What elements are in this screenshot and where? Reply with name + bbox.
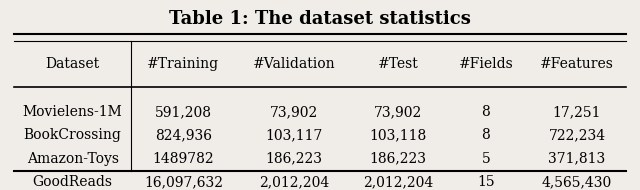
Text: 73,902: 73,902 xyxy=(374,105,422,119)
Text: 8: 8 xyxy=(481,128,490,142)
Text: Table 1: The dataset statistics: Table 1: The dataset statistics xyxy=(169,10,471,28)
Text: Movielens-1M: Movielens-1M xyxy=(23,105,123,119)
Text: 4,565,430: 4,565,430 xyxy=(542,175,612,189)
Text: #Features: #Features xyxy=(540,57,614,71)
Text: BookCrossing: BookCrossing xyxy=(24,128,122,142)
Text: 186,223: 186,223 xyxy=(266,152,323,166)
Text: 5: 5 xyxy=(481,152,490,166)
Text: 103,117: 103,117 xyxy=(266,128,323,142)
Text: 16,097,632: 16,097,632 xyxy=(144,175,223,189)
Text: 186,223: 186,223 xyxy=(369,152,427,166)
Text: 824,936: 824,936 xyxy=(155,128,212,142)
Text: 15: 15 xyxy=(477,175,495,189)
Text: #Test: #Test xyxy=(378,57,419,71)
Text: 722,234: 722,234 xyxy=(548,128,605,142)
Text: 2,012,204: 2,012,204 xyxy=(363,175,433,189)
Text: 17,251: 17,251 xyxy=(553,105,602,119)
Text: 591,208: 591,208 xyxy=(155,105,212,119)
Text: Dataset: Dataset xyxy=(45,57,100,71)
Text: #Training: #Training xyxy=(147,57,220,71)
Text: #Validation: #Validation xyxy=(253,57,335,71)
Text: 103,118: 103,118 xyxy=(369,128,427,142)
Text: 1489782: 1489782 xyxy=(152,152,214,166)
Text: GoodReads: GoodReads xyxy=(33,175,113,189)
Text: #Fields: #Fields xyxy=(459,57,513,71)
Text: Amazon-Toys: Amazon-Toys xyxy=(27,152,118,166)
Text: 371,813: 371,813 xyxy=(548,152,605,166)
Text: 73,902: 73,902 xyxy=(270,105,318,119)
Text: 2,012,204: 2,012,204 xyxy=(259,175,329,189)
Text: 8: 8 xyxy=(481,105,490,119)
